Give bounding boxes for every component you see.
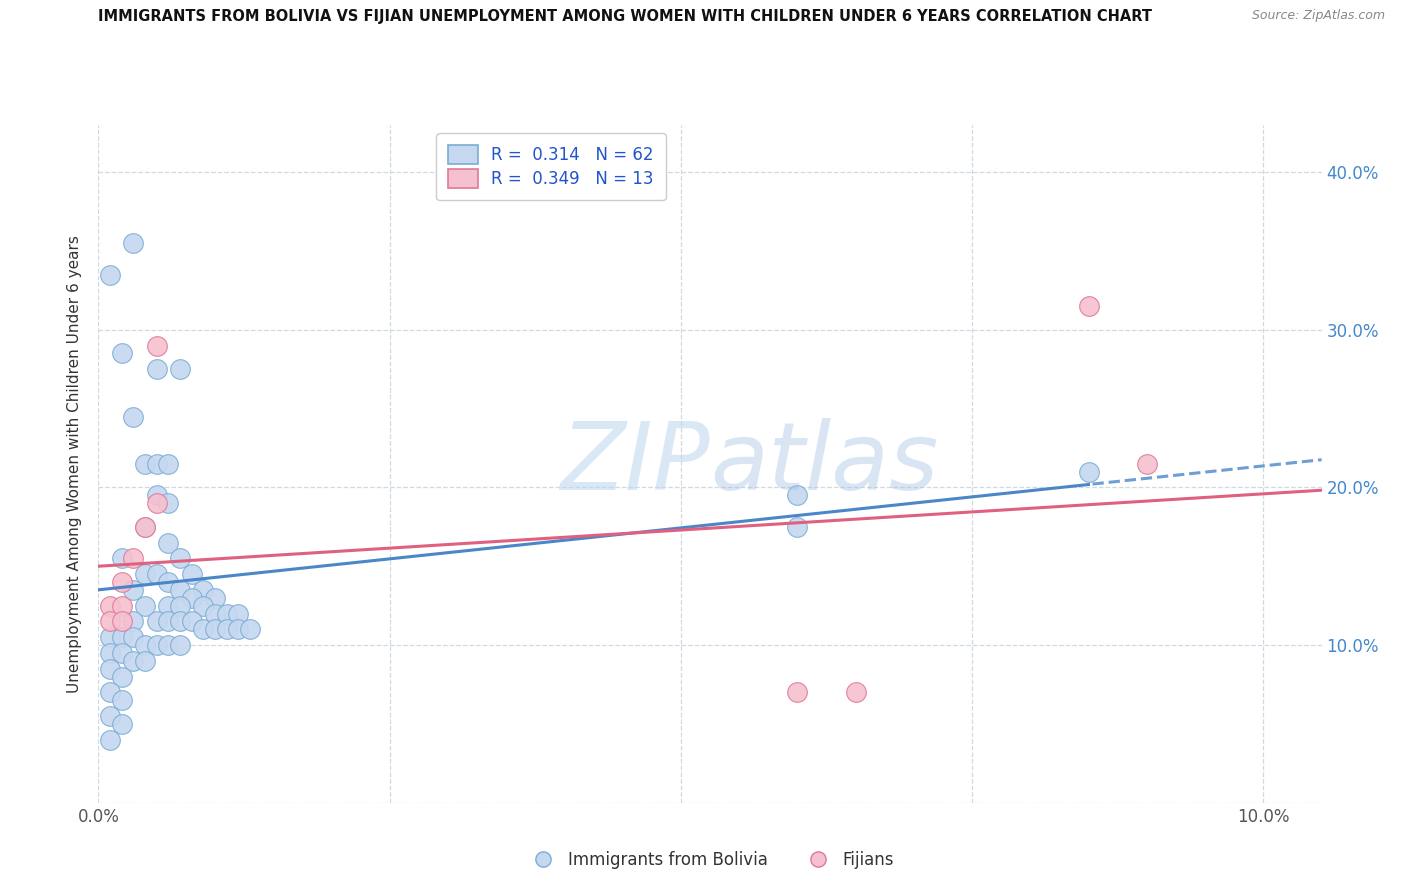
Point	[1136, 457, 1159, 471]
Point	[111, 670, 134, 684]
Point	[204, 607, 226, 621]
Point	[157, 535, 180, 549]
Point	[134, 457, 156, 471]
Point	[226, 607, 249, 621]
Point	[193, 623, 215, 637]
Point	[204, 623, 226, 637]
Point	[122, 236, 145, 251]
Point	[134, 520, 156, 534]
Point	[157, 496, 180, 510]
Text: Source: ZipAtlas.com: Source: ZipAtlas.com	[1251, 9, 1385, 22]
Point	[145, 638, 167, 652]
Point	[239, 623, 262, 637]
Point	[111, 551, 134, 566]
Point	[134, 638, 156, 652]
Point	[157, 615, 180, 629]
Point	[215, 623, 238, 637]
Point	[180, 615, 202, 629]
Point	[98, 662, 121, 676]
Point	[111, 630, 134, 644]
Point	[134, 567, 156, 582]
Point	[111, 346, 134, 360]
Legend: Immigrants from Bolivia, Fijians: Immigrants from Bolivia, Fijians	[519, 845, 901, 876]
Point	[786, 488, 808, 502]
Point	[122, 630, 145, 644]
Y-axis label: Unemployment Among Women with Children Under 6 years: Unemployment Among Women with Children U…	[67, 235, 83, 693]
Point	[122, 582, 145, 597]
Point	[98, 646, 121, 660]
Point	[145, 362, 167, 376]
Point	[786, 685, 808, 699]
Point	[111, 599, 134, 613]
Point	[169, 638, 191, 652]
Point	[169, 551, 191, 566]
Point	[157, 457, 180, 471]
Text: IMMIGRANTS FROM BOLIVIA VS FIJIAN UNEMPLOYMENT AMONG WOMEN WITH CHILDREN UNDER 6: IMMIGRANTS FROM BOLIVIA VS FIJIAN UNEMPL…	[98, 9, 1153, 24]
Point	[169, 362, 191, 376]
Point	[134, 599, 156, 613]
Point	[157, 599, 180, 613]
Point	[157, 638, 180, 652]
Point	[180, 591, 202, 605]
Point	[145, 488, 167, 502]
Point	[204, 591, 226, 605]
Text: atlas: atlas	[710, 418, 938, 509]
Point	[98, 599, 121, 613]
Point	[226, 623, 249, 637]
Point	[111, 717, 134, 731]
Point	[169, 615, 191, 629]
Point	[845, 685, 868, 699]
Point	[169, 599, 191, 613]
Point	[193, 599, 215, 613]
Point	[1077, 465, 1099, 479]
Point	[111, 615, 134, 629]
Point	[98, 630, 121, 644]
Point	[134, 654, 156, 668]
Point	[98, 709, 121, 723]
Point	[145, 567, 167, 582]
Point	[145, 457, 167, 471]
Point	[111, 693, 134, 707]
Point	[98, 732, 121, 747]
Point	[122, 654, 145, 668]
Point	[98, 268, 121, 282]
Point	[122, 409, 145, 424]
Point	[122, 551, 145, 566]
Point	[111, 575, 134, 590]
Point	[157, 575, 180, 590]
Point	[122, 615, 145, 629]
Point	[145, 615, 167, 629]
Point	[786, 520, 808, 534]
Point	[193, 582, 215, 597]
Point	[98, 615, 121, 629]
Text: ZIP: ZIP	[561, 418, 710, 509]
Point	[98, 685, 121, 699]
Point	[180, 567, 202, 582]
Point	[134, 520, 156, 534]
Point	[169, 582, 191, 597]
Point	[145, 496, 167, 510]
Point	[1077, 299, 1099, 313]
Point	[145, 338, 167, 352]
Point	[215, 607, 238, 621]
Point	[111, 646, 134, 660]
